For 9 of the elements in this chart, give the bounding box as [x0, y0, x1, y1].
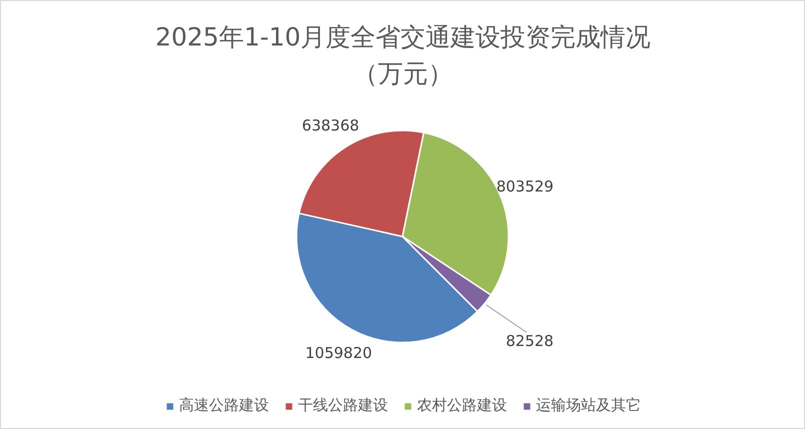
data-label: 803529: [496, 177, 554, 196]
data-label: 638368: [302, 116, 360, 135]
legend-label: 运输场站及其它: [536, 396, 641, 415]
legend-label: 高速公路建设: [179, 396, 269, 415]
legend-label: 农村公路建设: [417, 396, 507, 415]
data-label: 1059820: [305, 344, 372, 362]
chart-title: 2025年1-10月度全省交通建设投资完成情况（万元）: [155, 22, 651, 88]
legend-label: 干线公路建设: [298, 396, 388, 415]
data-label: 82528: [506, 332, 554, 350]
